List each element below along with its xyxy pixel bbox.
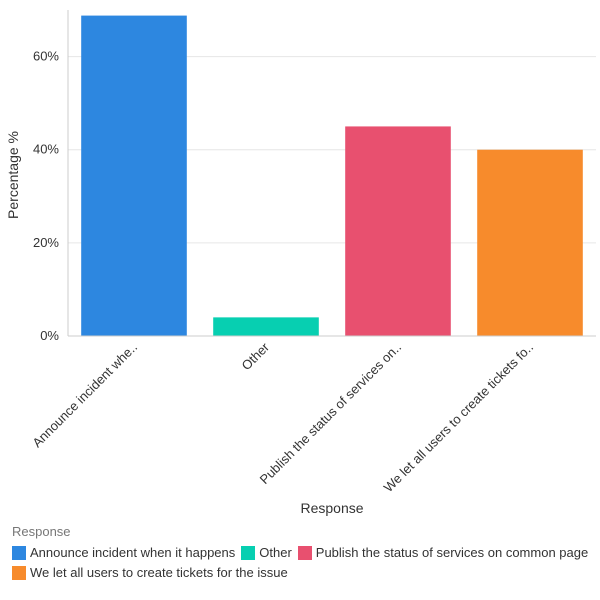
legend: Response Announce incident when it happe…: [12, 524, 592, 580]
bar-1[interactable]: [81, 15, 187, 337]
legend-swatch: [297, 545, 312, 560]
legend-label: We let all users to create tickets for t…: [30, 565, 288, 580]
legend-swatch: [12, 545, 26, 560]
x-axis-label: Response: [300, 500, 363, 516]
x-tick-label: Publish the status of services on..: [257, 340, 405, 488]
legend-swatch: [12, 565, 26, 580]
legend-item[interactable]: Other: [241, 545, 292, 560]
legend-title: Response: [12, 524, 71, 539]
y-tick-label: 0%: [40, 328, 59, 343]
legend-item[interactable]: We let all users to create tickets for t…: [12, 565, 288, 580]
y-tick-label: 40%: [33, 142, 59, 157]
legend-label: Other: [259, 545, 292, 560]
legend-item[interactable]: Publish the status of services on common…: [297, 545, 589, 560]
legend-swatch: [241, 545, 256, 560]
y-axis-label: Percentage %: [5, 131, 21, 219]
x-tick-label: We let all users to create tickets fo..: [381, 340, 537, 496]
y-tick-label: 20%: [33, 235, 59, 250]
legend-item[interactable]: Announce incident when it happens: [12, 545, 235, 560]
bars: [81, 15, 583, 337]
legend-label: Publish the status of services on common…: [315, 545, 589, 560]
bar-2[interactable]: [213, 317, 319, 336]
x-tick-label: Announce incident whe..: [29, 340, 140, 451]
legend-items: Announce incident when it happens Other Pu…: [12, 545, 592, 580]
bar-3[interactable]: [345, 126, 451, 336]
legend-label: Announce incident when it happens: [30, 545, 236, 560]
y-tick-label: 60%: [33, 49, 59, 64]
bar-4[interactable]: [477, 149, 583, 336]
bar-chart: 0%20%40%60%Announce incident whe.. OtherP…: [5, 10, 596, 516]
x-tick-label: Other: [239, 339, 273, 373]
